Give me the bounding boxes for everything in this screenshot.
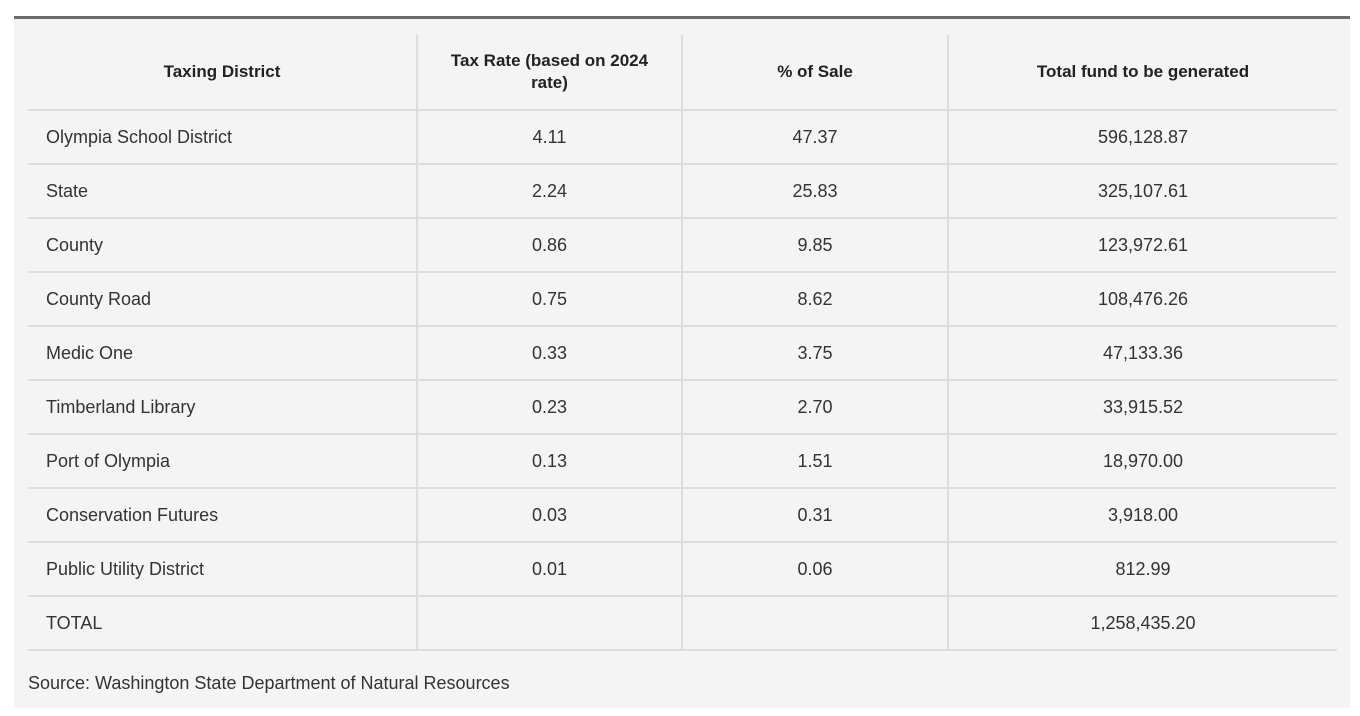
cell-tax-rate: 0.03 — [416, 488, 682, 543]
cell-tax-rate: 0.01 — [416, 542, 682, 597]
header-taxing-district: Taxing District — [28, 35, 417, 111]
tax-distribution-table: Taxing District Tax Rate (based on 2024 … — [28, 35, 1337, 651]
cell-total-fund: 812.99 — [947, 542, 1337, 597]
table-row: Medic One 0.33 3.75 47,133.36 — [28, 326, 1337, 381]
table-row: State 2.24 25.83 325,107.61 — [28, 164, 1337, 219]
cell-total-label: TOTAL — [28, 596, 417, 651]
cell-tax-rate: 0.33 — [416, 326, 682, 381]
cell-total-fund: 3,918.00 — [947, 488, 1337, 543]
cell-total-fund: 325,107.61 — [947, 164, 1337, 219]
cell-total-fund: 108,476.26 — [947, 272, 1337, 327]
table-row: Timberland Library 0.23 2.70 33,915.52 — [28, 380, 1337, 435]
cell-tax-rate: 4.11 — [416, 110, 682, 165]
table-row: Public Utility District 0.01 0.06 812.99 — [28, 542, 1337, 597]
cell-total-fund: 47,133.36 — [947, 326, 1337, 381]
cell-percent-of-sale: 0.06 — [681, 542, 948, 597]
table-row: Conservation Futures 0.03 0.31 3,918.00 — [28, 488, 1337, 543]
cell-percent-of-sale: 0.31 — [681, 488, 948, 543]
cell-district: State — [28, 164, 417, 219]
cell-percent-of-sale-empty — [681, 596, 948, 651]
cell-percent-of-sale: 3.75 — [681, 326, 948, 381]
cell-tax-rate: 0.13 — [416, 434, 682, 489]
cell-tax-rate: 2.24 — [416, 164, 682, 219]
table-row: Olympia School District 4.11 47.37 596,1… — [28, 110, 1337, 165]
source-note: Source: Washington State Department of N… — [28, 673, 510, 693]
table-row: Port of Olympia 0.13 1.51 18,970.00 — [28, 434, 1337, 489]
header-total-fund: Total fund to be generated — [947, 35, 1337, 111]
cell-district: Port of Olympia — [28, 434, 417, 489]
header-tax-rate: Tax Rate (based on 2024 rate) — [416, 35, 682, 111]
cell-tax-rate-empty — [416, 596, 682, 651]
cell-district: County — [28, 218, 417, 273]
cell-percent-of-sale: 47.37 — [681, 110, 948, 165]
table-row: County Road 0.75 8.62 108,476.26 — [28, 272, 1337, 327]
cell-district: Conservation Futures — [28, 488, 417, 543]
cell-district: Timberland Library — [28, 380, 417, 435]
cell-percent-of-sale: 1.51 — [681, 434, 948, 489]
cell-district: Olympia School District — [28, 110, 417, 165]
header-percent-of-sale: % of Sale — [681, 35, 948, 111]
cell-district: County Road — [28, 272, 417, 327]
cell-total-fund-sum: 1,258,435.20 — [947, 596, 1337, 651]
table-panel: Taxing District Tax Rate (based on 2024 … — [14, 16, 1350, 708]
cell-percent-of-sale: 2.70 — [681, 380, 948, 435]
cell-district: Public Utility District — [28, 542, 417, 597]
cell-total-fund: 596,128.87 — [947, 110, 1337, 165]
cell-tax-rate: 0.23 — [416, 380, 682, 435]
table-header-row: Taxing District Tax Rate (based on 2024 … — [28, 35, 1337, 111]
cell-tax-rate: 0.75 — [416, 272, 682, 327]
cell-district: Medic One — [28, 326, 417, 381]
cell-percent-of-sale: 9.85 — [681, 218, 948, 273]
cell-total-fund: 33,915.52 — [947, 380, 1337, 435]
cell-percent-of-sale: 8.62 — [681, 272, 948, 327]
cell-total-fund: 123,972.61 — [947, 218, 1337, 273]
cell-percent-of-sale: 25.83 — [681, 164, 948, 219]
cell-tax-rate: 0.86 — [416, 218, 682, 273]
table-total-row: TOTAL 1,258,435.20 — [28, 596, 1337, 651]
cell-total-fund: 18,970.00 — [947, 434, 1337, 489]
table-row: County 0.86 9.85 123,972.61 — [28, 218, 1337, 273]
